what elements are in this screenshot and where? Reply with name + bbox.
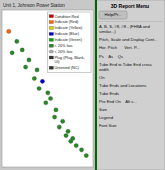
panel-line: Ps As Qs [99,54,123,59]
text-line: Size [99,107,108,112]
legend-label: < 20% Iwa [55,50,74,54]
text-line: Pitch, Scale and Display Cont... [99,37,158,42]
point [15,39,19,43]
legend-swatch [49,44,53,47]
point [35,68,39,72]
legend-label: Untested (NC) [55,66,80,70]
point [23,65,27,69]
point [46,91,50,95]
point [44,101,48,105]
point [74,143,78,147]
point [37,86,41,90]
panel-line: Tube Ends [99,91,119,96]
text-line: < 20% Iwa [55,44,74,48]
text-line: Ps As Qs [99,54,123,59]
text-line: similar...) [99,29,116,34]
text-line: Tube Ends [99,91,119,96]
text-line: Hor. Pitch Vert. P... [99,45,140,50]
separator [98,21,163,22]
panel-line: Tube Ends and Locations [99,83,146,88]
button [99,11,127,19]
legend-swatch [49,66,53,69]
point [66,129,70,133]
legend-label: Plug (Plug, Blank,Ut) [55,56,85,64]
text-line: On [99,75,105,80]
panel-line: Font Size [99,123,117,128]
text-line: Untested (NC) [55,66,80,70]
panel-line: Tube End to Tube End crosswidth [99,62,152,72]
point [79,148,83,152]
legend-label: Indicate (Green) [55,38,83,42]
legend-label: < 20% Iwa [55,44,74,48]
point [57,125,61,129]
panel-line: Hor. Pitch Vert. P... [99,45,140,50]
text-line: Font Size [99,123,117,128]
text-line: Legend [99,115,114,120]
point [52,115,56,119]
point [32,76,36,80]
text-line: Indicate (Blue) [55,32,80,36]
point [61,119,65,123]
panel-line: A, B, S, #8, #8 - (FH8A andsimilar...) [99,24,150,34]
point [7,29,11,33]
legend-swatch [49,21,53,24]
legend-swatch [49,32,53,35]
text-line: width [99,67,109,72]
legend-label: Indicate (Red) [55,20,80,24]
background [0,0,165,170]
chart: Unit 1, Johnson Power Station Condition R… [0,0,165,170]
legend-label: Indicate (Yellow) [55,26,83,30]
panel [95,0,165,170]
point [48,96,52,100]
point [84,153,88,157]
legend-swatch [49,38,53,41]
text-line: < 20% Iwa [55,50,74,54]
button-label: Help/Pr... [104,12,121,17]
panel-line: Size [99,107,108,112]
legend-label: Condition Red [55,15,79,19]
text-line: Condition Red [55,15,79,19]
legend-label: Indicate (Blue) [55,32,80,36]
legend: Condition RedIndicate (Red) Indicate (Yel… [48,12,92,73]
legend-swatch [49,15,53,18]
legend-box [48,12,92,73]
panel-line: Legend [99,115,114,120]
panel-line: Pre End On Alt s... [99,99,137,104]
panel-line: On [99,75,105,80]
point [54,108,58,112]
plot-frame [2,10,93,167]
point [69,139,73,143]
point [64,134,68,138]
text-line: Ut) [55,60,61,64]
divider [95,0,97,170]
legend-swatch [49,50,53,53]
point [10,51,14,55]
text-line: Tube Ends and Locations [99,83,146,88]
legend-swatch [49,27,53,30]
text-line: Indicate (Red) [55,20,80,24]
legend-swatch [49,56,53,59]
text-line: Indicate (Yellow) [55,26,83,30]
panel-line: Pitch, Scale and Display Cont... [99,37,158,42]
panel-title: 3D Report Menu [111,3,149,9]
subtitle: Unit 1, Johnson Power Station [3,3,65,8]
text-line: Pre End On Alt s... [99,99,137,104]
point [20,48,24,52]
point [40,79,44,83]
point [27,58,31,62]
text-line: Indicate (Green) [55,38,83,42]
